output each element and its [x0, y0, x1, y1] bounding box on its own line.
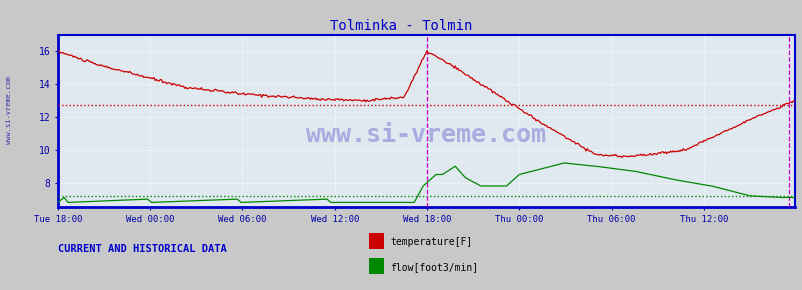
- Text: www.si-vreme.com: www.si-vreme.com: [6, 76, 12, 144]
- Text: temperature[F]: temperature[F]: [390, 237, 472, 247]
- Text: flow[foot3/min]: flow[foot3/min]: [390, 262, 478, 272]
- Text: www.si-vreme.com: www.si-vreme.com: [306, 123, 545, 147]
- Text: CURRENT AND HISTORICAL DATA: CURRENT AND HISTORICAL DATA: [58, 244, 226, 254]
- Text: Tolminka - Tolmin: Tolminka - Tolmin: [330, 19, 472, 33]
